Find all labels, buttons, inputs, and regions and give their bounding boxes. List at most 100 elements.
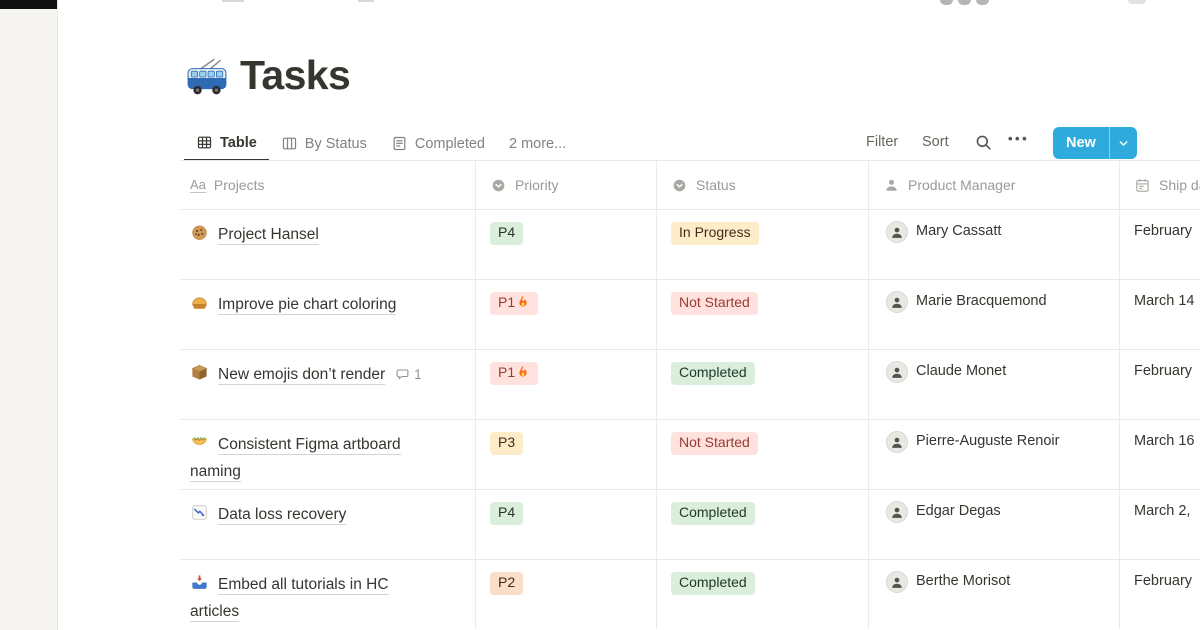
tab-label: Table bbox=[220, 134, 257, 151]
trolleybus-page-icon[interactable] bbox=[186, 56, 228, 98]
status-label: Not Started bbox=[679, 294, 750, 310]
ship-date-cell[interactable]: March 14 bbox=[1120, 280, 1200, 349]
person-silhouette-icon bbox=[889, 225, 905, 241]
tab-table[interactable]: Table bbox=[184, 126, 269, 161]
ship-date-cell[interactable]: March 16 bbox=[1120, 420, 1200, 489]
avatar bbox=[886, 221, 908, 243]
cropped-avatar-stack bbox=[958, 0, 971, 5]
chevron-down-icon bbox=[1118, 138, 1129, 149]
status-cell[interactable]: Not Started bbox=[657, 420, 869, 489]
status-badge: Not Started bbox=[671, 292, 758, 315]
product-manager-cell[interactable]: Claude Monet bbox=[869, 350, 1120, 419]
priority-cell[interactable]: P3 bbox=[476, 420, 657, 489]
project-cell: New emojis don’t render 1 bbox=[180, 350, 476, 419]
tab-by-status[interactable]: By Status bbox=[269, 126, 379, 161]
priority-badge: P4 bbox=[490, 502, 524, 525]
priority-cell[interactable]: P1 bbox=[476, 350, 657, 419]
status-cell[interactable]: Completed bbox=[657, 490, 869, 559]
project-cell: Embed all tutorials in HC articles bbox=[180, 560, 476, 629]
filter-button[interactable]: Filter bbox=[866, 134, 899, 150]
project-cell: Data loss recovery bbox=[180, 490, 476, 559]
column-header-status[interactable]: Status bbox=[657, 161, 869, 209]
project-title-link[interactable]: Consistent Figma artboard naming bbox=[190, 436, 401, 482]
project-cell: Improve pie chart coloring bbox=[180, 280, 476, 349]
fire-icon bbox=[516, 364, 530, 379]
taco-emoji-icon bbox=[190, 433, 209, 452]
product-manager-cell[interactable]: Mary Cassatt bbox=[869, 210, 1120, 279]
priority-cell[interactable]: P4 bbox=[476, 490, 657, 559]
tab-label: 2 more... bbox=[508, 135, 567, 152]
manager-name: Edgar Degas bbox=[916, 503, 1001, 519]
table-row: Improve pie chart coloring P1 Not Starte… bbox=[180, 279, 1200, 349]
page-view-icon bbox=[391, 135, 408, 152]
table-view-icon bbox=[196, 134, 213, 151]
select-property-icon bbox=[490, 177, 507, 194]
status-cell[interactable]: In Progress bbox=[657, 210, 869, 279]
status-cell[interactable]: Not Started bbox=[657, 280, 869, 349]
person-property-icon bbox=[883, 177, 900, 194]
manager-name: Pierre-Auguste Renoir bbox=[916, 433, 1060, 449]
cropped-avatar-stack bbox=[976, 0, 989, 5]
project-title-link[interactable]: Improve pie chart coloring bbox=[218, 296, 397, 315]
tasks-table: Aa Projects Priority Status Product Mana… bbox=[180, 161, 1200, 629]
status-label: Not Started bbox=[679, 434, 750, 450]
status-badge: Completed bbox=[671, 572, 755, 595]
more-options-button[interactable]: ••• bbox=[1008, 131, 1030, 146]
person-silhouette-icon bbox=[889, 365, 905, 381]
tab-completed[interactable]: Completed bbox=[379, 126, 497, 161]
priority-label: P1 bbox=[498, 364, 516, 380]
project-cell: Project Hansel bbox=[180, 210, 476, 279]
avatar bbox=[886, 571, 908, 593]
product-manager-cell[interactable]: Edgar Degas bbox=[869, 490, 1120, 559]
comment-indicator[interactable]: 1 bbox=[395, 367, 422, 382]
cropped-topbar-text bbox=[222, 0, 244, 2]
search-icon[interactable] bbox=[974, 133, 993, 152]
ship-date-cell[interactable]: March 2, bbox=[1120, 490, 1200, 559]
table-header-row: Aa Projects Priority Status Product Mana… bbox=[180, 161, 1200, 209]
priority-cell[interactable]: P4 bbox=[476, 210, 657, 279]
priority-label: P2 bbox=[498, 574, 516, 590]
ship-date-cell[interactable]: February bbox=[1120, 350, 1200, 419]
column-header-product-manager[interactable]: Product Manager bbox=[869, 161, 1120, 209]
project-title-link[interactable]: Embed all tutorials in HC articles bbox=[190, 576, 389, 622]
cropped-avatar-stack bbox=[940, 0, 953, 5]
status-label: Completed bbox=[679, 504, 747, 520]
column-header-projects[interactable]: Aa Projects bbox=[180, 161, 476, 209]
avatar bbox=[886, 291, 908, 313]
priority-cell[interactable]: P2 bbox=[476, 560, 657, 629]
manager-name: Marie Bracquemond bbox=[916, 293, 1047, 309]
priority-cell[interactable]: P1 bbox=[476, 280, 657, 349]
new-dropdown-button[interactable] bbox=[1108, 127, 1137, 159]
person-silhouette-icon bbox=[889, 505, 905, 521]
status-cell[interactable]: Completed bbox=[657, 350, 869, 419]
comment-count: 1 bbox=[414, 367, 422, 382]
new-button[interactable]: New bbox=[1066, 135, 1096, 151]
product-manager-cell[interactable]: Marie Bracquemond bbox=[869, 280, 1120, 349]
page-title[interactable]: Tasks bbox=[240, 52, 351, 98]
column-label: Product Manager bbox=[908, 177, 1016, 193]
cropped-topbar-button bbox=[1128, 0, 1146, 4]
column-label: Ship date bbox=[1159, 177, 1200, 193]
project-title-link[interactable]: New emojis don’t render bbox=[218, 366, 386, 385]
project-title-link[interactable]: Data loss recovery bbox=[218, 506, 347, 525]
sort-button[interactable]: Sort bbox=[922, 134, 949, 150]
avatar bbox=[886, 431, 908, 453]
title-property-icon: Aa bbox=[190, 176, 206, 193]
manager-name: Mary Cassatt bbox=[916, 223, 1002, 239]
product-manager-cell[interactable]: Berthe Morisot bbox=[869, 560, 1120, 629]
manager-name: Claude Monet bbox=[916, 363, 1007, 379]
person-silhouette-icon bbox=[889, 295, 905, 311]
ship-date-cell[interactable]: February bbox=[1120, 210, 1200, 279]
cropped-topbar-text bbox=[358, 0, 374, 2]
tab-more-views[interactable]: 2 more... bbox=[497, 126, 578, 161]
ship-date-cell[interactable]: February bbox=[1120, 560, 1200, 629]
priority-badge: P3 bbox=[490, 432, 524, 455]
pie-emoji-icon bbox=[190, 293, 209, 312]
product-manager-cell[interactable]: Pierre-Auguste Renoir bbox=[869, 420, 1120, 489]
status-cell[interactable]: Completed bbox=[657, 560, 869, 629]
view-tabs: Table By Status Completed 2 more... bbox=[184, 126, 578, 161]
project-title-link[interactable]: Project Hansel bbox=[218, 226, 319, 245]
priority-label: P1 bbox=[498, 294, 516, 310]
column-header-ship-date[interactable]: Ship date bbox=[1120, 161, 1200, 209]
column-header-priority[interactable]: Priority bbox=[476, 161, 657, 209]
